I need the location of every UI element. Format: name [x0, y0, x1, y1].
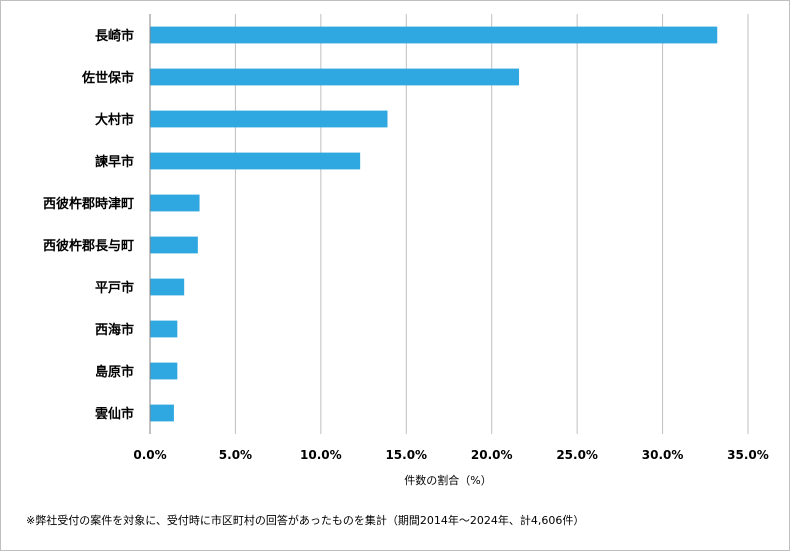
- bar: [150, 110, 388, 128]
- bar: [150, 362, 178, 380]
- x-axis-title: 件数の割合（%）: [404, 473, 491, 487]
- category-label: 西海市: [95, 322, 134, 338]
- x-tick-label: 25.0%: [556, 448, 598, 462]
- x-tick-label: 20.0%: [471, 448, 513, 462]
- x-tick-label: 0.0%: [133, 448, 166, 462]
- x-tick-label: 5.0%: [219, 448, 252, 462]
- bar: [150, 236, 198, 254]
- bar: [150, 26, 718, 44]
- bar: [150, 68, 520, 86]
- x-tick-labels: 0.0% 5.0% 10.0% 15.0% 20.0% 25.0% 30.0% 35.0%: [133, 448, 768, 462]
- bars: [150, 26, 718, 422]
- footnote: ※弊社受付の案件を対象に、受付時に市区町村の回答があったものを集計（期間2014…: [26, 514, 585, 527]
- x-tick-label: 15.0%: [385, 448, 427, 462]
- bar: [150, 194, 200, 212]
- x-tick-label: 35.0%: [727, 448, 769, 462]
- category-label: 諫早市: [95, 154, 134, 170]
- bar: [150, 404, 174, 422]
- category-label: 佐世保市: [81, 70, 134, 86]
- x-tick-label: 10.0%: [300, 448, 342, 462]
- category-label: 西彼杵郡時津町: [43, 196, 134, 212]
- category-label: 平戸市: [95, 280, 134, 296]
- category-label: 長崎市: [95, 28, 134, 44]
- bar: [150, 320, 178, 338]
- category-label: 雲仙市: [95, 406, 134, 422]
- bar: [150, 152, 361, 170]
- category-label: 西彼杵郡長与町: [43, 238, 134, 254]
- category-label: 大村市: [95, 112, 134, 128]
- category-label: 島原市: [95, 364, 134, 380]
- bar: [150, 278, 185, 296]
- x-tick-label: 30.0%: [642, 448, 684, 462]
